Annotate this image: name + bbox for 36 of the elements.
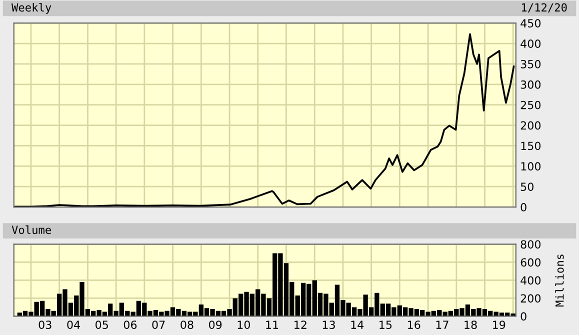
x-tick-label: 07: [152, 320, 165, 330]
text: 1/12/20: [522, 3, 567, 12]
chart-title: Weekly: [11, 2, 52, 14]
x-tick-label: 15: [380, 320, 392, 330]
y-tick-label: 50: [520, 182, 534, 191]
y-tick-label: 350: [520, 60, 541, 68]
x-tick-label: 16: [408, 320, 420, 330]
x-tick-label: 14: [351, 320, 364, 329]
y-tick-label: 200: [520, 121, 541, 130]
y-tick-label: 400: [520, 276, 541, 285]
y-tick-label: 400: [520, 40, 541, 48]
x-tick-label: 10: [238, 320, 250, 330]
x-tick-label: 17: [436, 320, 448, 329]
x-tick-label: 12: [294, 320, 306, 329]
x-tick-label: 09: [208, 320, 222, 330]
x-tick-label: 04: [67, 320, 80, 330]
x-tick-label: 05: [96, 320, 108, 330]
x-tick-label: 18: [464, 320, 477, 330]
y-tick-label: 0: [520, 312, 526, 321]
x-tick-label: 19: [493, 320, 506, 330]
y-axis-title: Millions: [555, 254, 564, 307]
y-tick-label: 150: [521, 142, 541, 150]
x-tick-label: 03: [38, 320, 52, 330]
x-tick-label: 08: [180, 320, 194, 330]
y-tick-label: 200: [520, 294, 541, 303]
y-tick-label: 100: [521, 162, 541, 171]
y-tick-label: 300: [520, 80, 541, 89]
y-tick-label: 0: [520, 203, 526, 212]
y-tick-label: 250: [520, 100, 541, 110]
y-tick-label: 800: [520, 240, 541, 249]
x-tick-label: 13: [322, 320, 335, 330]
y-tick-label: 600: [520, 258, 541, 267]
x-tick-label: 11: [266, 320, 278, 329]
y-tick-label: 450: [520, 19, 541, 28]
x-tick-label: 06: [124, 320, 137, 330]
chart-title: Volume: [12, 225, 51, 234]
